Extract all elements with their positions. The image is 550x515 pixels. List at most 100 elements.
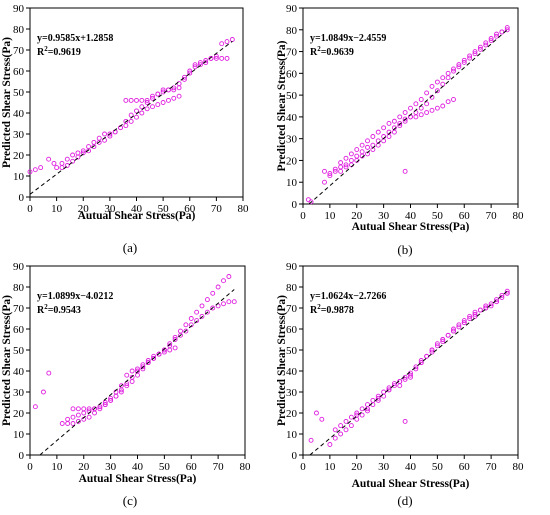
scatter-point: [313, 410, 319, 416]
scatter-point: [308, 199, 314, 205]
scatter-point: [70, 414, 76, 420]
scatter-point: [231, 299, 237, 305]
x-tick-label: 70: [486, 461, 498, 473]
scatter-point: [429, 347, 435, 353]
scatter-point: [145, 360, 151, 366]
scatter-point: [171, 85, 177, 91]
scatter-point: [348, 423, 354, 429]
scatter-point: [445, 332, 451, 338]
scatter-point: [70, 406, 76, 412]
r-squared-label: R2=0.9543: [37, 303, 81, 316]
scatter-point: [108, 397, 114, 403]
scatter-point: [40, 389, 46, 395]
scatter-point: [165, 97, 171, 103]
scatter-point: [327, 442, 333, 447]
scatter-point: [332, 427, 338, 433]
y-tick-label: 40: [286, 366, 298, 378]
scatter-point: [102, 402, 108, 408]
scatter-point: [467, 55, 473, 61]
chart-panel-a: 0 10 20 30 40 50 60 70 80 0 10 20 30 40 50 60 70 80 90 Autu…: [0, 0, 275, 262]
scatter-point: [488, 36, 494, 41]
y-tick-label: 30: [286, 134, 298, 146]
scatter-point: [118, 389, 124, 395]
scatter-point: [418, 112, 424, 118]
y-tick-label: 50: [13, 345, 25, 357]
scatter-point: [181, 74, 187, 80]
x-tick-label: 40: [132, 461, 144, 473]
scatter-point: [499, 292, 505, 298]
x-tick-label: 60: [184, 203, 196, 215]
scatter-point: [123, 118, 129, 124]
scatter-point: [402, 116, 408, 122]
scatter-point: [488, 38, 494, 44]
scatter-point: [370, 397, 376, 403]
scatter-point: [139, 104, 145, 110]
scatter-point: [167, 341, 173, 347]
scatter-point: [150, 93, 155, 99]
scatter-point: [219, 55, 225, 61]
scatter-point: [203, 58, 209, 63]
scatter-point: [54, 165, 60, 171]
scatter-point: [467, 313, 473, 319]
scatter-point: [504, 27, 510, 33]
y-tick-label: 30: [13, 129, 25, 141]
scatter-point: [375, 129, 381, 135]
scatter-point: [327, 173, 333, 179]
scatter-point: [64, 156, 70, 162]
scatter-point: [199, 303, 205, 309]
scatter-point: [365, 138, 370, 144]
scatter-point: [86, 414, 92, 420]
scatter-point: [343, 427, 349, 433]
x-axis-title: Autual Shear Stress(Pa): [352, 221, 470, 233]
scatter-point: [434, 343, 440, 349]
scatter-point: [402, 110, 408, 115]
scatter-point: [65, 416, 71, 422]
scatter-point: [160, 100, 166, 105]
fit-line: [39, 289, 235, 456]
y-tick-label: 80: [286, 25, 298, 37]
scatter-point: [213, 53, 219, 59]
scatter-point: [229, 37, 235, 42]
scatter-point: [370, 402, 376, 408]
scatter-point: [338, 168, 344, 174]
scatter-point: [343, 418, 349, 424]
scatter-point: [75, 412, 81, 418]
scatter-point: [386, 134, 392, 139]
x-tick-label: 0: [27, 461, 33, 473]
x-tick-label: 30: [378, 461, 390, 473]
scatter-point: [144, 100, 150, 105]
scatter-point: [134, 114, 139, 120]
scatter-point: [445, 99, 451, 105]
regression-equation: y=1.0624x−2.7266: [310, 291, 386, 302]
scatter-point: [199, 313, 205, 319]
scatter-point: [86, 144, 92, 150]
y-tick-label: 50: [13, 87, 25, 99]
scatter-point: [123, 97, 129, 103]
scatter-point: [59, 165, 65, 171]
scatter-point: [451, 68, 456, 74]
scatter-point: [429, 107, 435, 113]
scatter-point: [32, 404, 38, 410]
scatter-point: [178, 328, 183, 334]
scatter-point: [226, 274, 232, 279]
x-tick-label: 40: [405, 461, 417, 473]
scatter-point: [135, 366, 140, 372]
scatter-point: [402, 168, 408, 174]
scatter-point: [215, 284, 221, 290]
y-tick-label: 60: [286, 68, 298, 80]
scatter-plot-b: 0 10 20 30 40 50 60 70 80 0 10 20 30 40 50 60 70 80 90 Autu…: [276, 3, 524, 257]
y-tick-label: 60: [286, 324, 298, 336]
scatter-point: [129, 368, 135, 374]
scatter-point: [434, 88, 440, 94]
y-tick-label: 70: [13, 45, 25, 57]
scatter-point: [359, 412, 365, 418]
y-tick-label: 80: [13, 282, 25, 294]
scatter-point: [461, 57, 467, 63]
scatter-point: [144, 97, 150, 103]
scatter-point: [192, 64, 198, 70]
scatter-point: [472, 49, 478, 55]
scatter-point: [176, 93, 182, 99]
scatter-point: [402, 376, 408, 382]
scatter-point: [343, 162, 349, 168]
x-tick-label: 0: [300, 210, 306, 222]
